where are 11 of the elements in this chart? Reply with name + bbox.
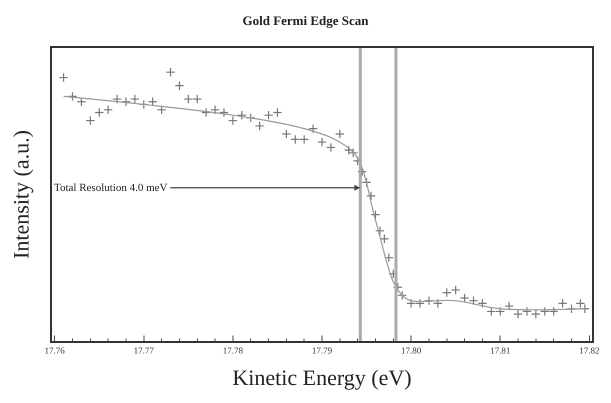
x-axis-title: Kinetic Energy (eV) bbox=[232, 364, 412, 390]
x-tick-label: 17.78 bbox=[222, 346, 244, 356]
x-tick-label: 17.81 bbox=[490, 346, 510, 356]
x-tick-label: 17.76 bbox=[44, 346, 66, 356]
chart-title: Gold Fermi Edge Scan bbox=[242, 13, 370, 28]
annotation: Total Resolution 4.0 meV bbox=[54, 182, 168, 194]
y-axis-title: Intensity (a.u.) bbox=[8, 130, 34, 259]
x-tick-label: 17.77 bbox=[134, 346, 154, 356]
x-tick-label: 17.82 bbox=[579, 346, 600, 356]
x-tick-label: 17.79 bbox=[312, 346, 333, 356]
x-tick-label: 17.80 bbox=[400, 346, 422, 356]
